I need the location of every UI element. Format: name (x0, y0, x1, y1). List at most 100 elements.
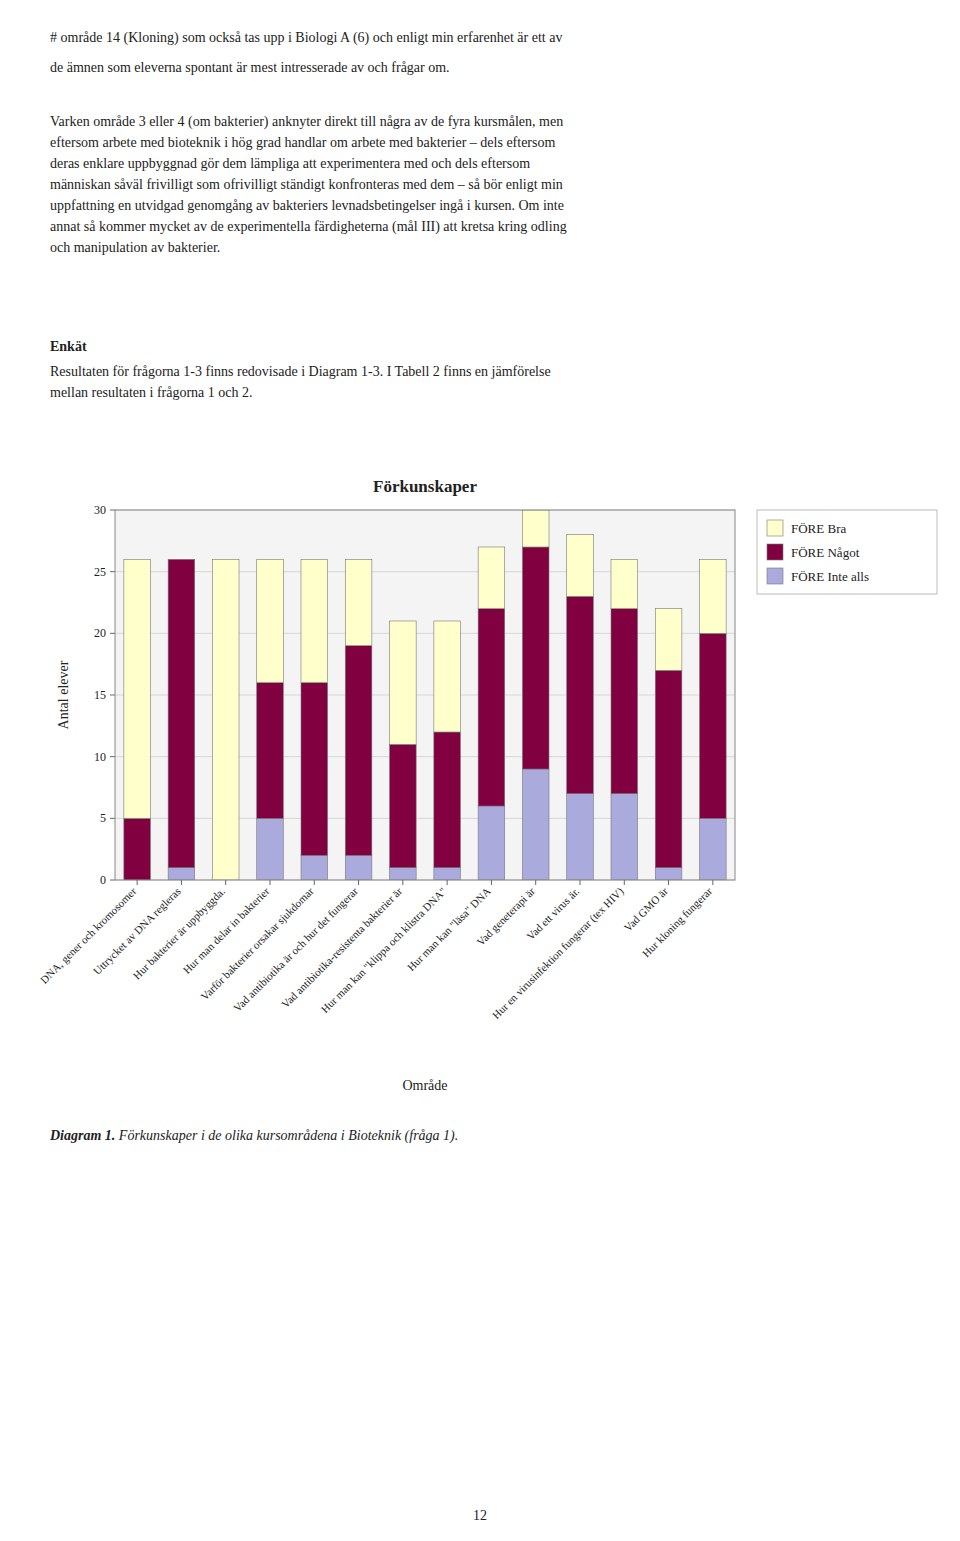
x-tick-label: Hur en virusinfektion fungerar (tex HIV) (490, 885, 627, 1022)
bar-segment (434, 732, 461, 868)
bar-segment (390, 868, 417, 880)
bar-segment (522, 769, 549, 880)
x-tick (314, 880, 315, 885)
paragraph-line: Varken område 3 eller 4 (om bakterier) a… (50, 114, 563, 130)
bar-segment (567, 794, 594, 880)
x-tick (358, 880, 359, 885)
y-tick (110, 756, 115, 757)
bar-segment (301, 559, 328, 682)
legend-frame (757, 510, 937, 594)
bar-segment (168, 559, 195, 560)
y-tick-label: 25 (94, 565, 106, 579)
x-tick-label: Hur kloning fungerar (640, 885, 715, 960)
bar-segment (345, 646, 372, 856)
x-tick (402, 880, 403, 885)
bar-segment (301, 683, 328, 856)
caption: Diagram 1. Förkunskaper i de olika kurso… (49, 1128, 458, 1144)
legend-entry: FÖRE Inte alls (791, 569, 869, 584)
bar-segment (567, 596, 594, 793)
legend-entry: FÖRE Bra (791, 521, 846, 536)
legend: FÖRE Bra FÖRE Något FÖRE Inte alls (757, 510, 937, 594)
paragraph-line: och manipulation av bakterier. (50, 240, 220, 255)
x-tick-label: Hur man delar in bakterier (180, 885, 271, 976)
bar-segment (345, 559, 372, 645)
bar-segment (611, 609, 638, 794)
bar-segment (168, 559, 195, 867)
bar-segment (700, 633, 727, 818)
bar-segment (478, 609, 505, 806)
grid-line (115, 756, 735, 757)
bar-segment (124, 559, 151, 818)
x-tick-label: Hur bakterier är uppbyggda. (131, 885, 228, 982)
y-tick-label: 0 (100, 873, 106, 887)
x-tick (624, 880, 625, 885)
x-tick (491, 880, 492, 885)
paragraph-line: människan såväl frivilligt som ofrivilli… (50, 177, 563, 192)
chart-title: Förkunskaper (373, 477, 477, 496)
text-line: # område 14 (Kloning) som också tas upp … (50, 30, 562, 46)
x-tick-label: Uttrycket av DNA regleras (91, 885, 183, 977)
grid-line (115, 571, 735, 572)
bar-segment (434, 868, 461, 880)
bar-segment (168, 868, 195, 880)
y-tick (110, 695, 115, 696)
bar-segment (257, 818, 284, 880)
chart: Förkunskaper051015202530DNA, gener och k… (38, 477, 937, 1093)
x-tick (137, 880, 138, 885)
legend-entry: FÖRE Något (791, 545, 860, 560)
x-tick-label: Hur man kan "läsa" DNA (405, 885, 493, 973)
text-line: de ämnen som eleverna spontant är mest i… (50, 60, 450, 75)
legend-swatch (767, 520, 783, 536)
page: # område 14 (Kloning) som också tas upp … (0, 0, 960, 1541)
bar-segment (522, 510, 549, 547)
bar-segment (655, 609, 682, 671)
plot-frame (115, 510, 735, 880)
y-tick-label: 5 (100, 811, 106, 825)
x-tick (535, 880, 536, 885)
bar-segment (257, 683, 284, 819)
bar-segment (522, 547, 549, 769)
y-tick (110, 818, 115, 819)
bar-segment (212, 559, 239, 880)
x-tick (225, 880, 226, 885)
heading: Enkät (50, 339, 87, 354)
grid-line (115, 818, 735, 819)
paragraph-line: eftersom arbete med bioteknik i hög grad… (50, 135, 555, 150)
bar-segment (655, 868, 682, 880)
bar-segment (390, 621, 417, 744)
y-tick (110, 571, 115, 572)
x-tick (270, 880, 271, 885)
y-tick (110, 510, 115, 511)
y-tick (110, 633, 115, 634)
x-tick (580, 880, 581, 885)
legend-swatch (767, 544, 783, 560)
y-axis-label: Antal elever (56, 660, 71, 729)
bar-segment (478, 806, 505, 880)
bar-segment (390, 744, 417, 867)
bar-segment (655, 670, 682, 867)
x-axis-label: Område (402, 1078, 447, 1093)
body-line: mellan resultaten i frågorna 1 och 2. (50, 385, 253, 400)
bar-segment (700, 818, 727, 880)
caption-bold: Diagram 1. (49, 1128, 115, 1143)
y-tick (110, 880, 115, 881)
x-tick (668, 880, 669, 885)
caption-italic: Förkunskaper i de olika kursområdena i B… (115, 1128, 458, 1144)
background (0, 0, 960, 1541)
paragraph-line: deras enklare uppbyggnad gör dem lämplig… (50, 156, 530, 171)
x-tick-label: Vad GMO är (621, 885, 670, 934)
bar-segment (611, 794, 638, 880)
grid-line (115, 633, 735, 634)
x-tick (447, 880, 448, 885)
bar-segment (124, 818, 151, 880)
x-tick (712, 880, 713, 885)
paragraph-line: annat så kommer mycket av de experimente… (50, 219, 567, 235)
x-tick (181, 880, 182, 885)
paragraph-line: uppfattning en utvidgad genomgång av bak… (50, 198, 564, 213)
legend-swatch (767, 568, 783, 584)
bar-segment (478, 547, 505, 609)
y-tick-label: 15 (94, 688, 106, 702)
bar-segment (257, 559, 284, 682)
page-number: 12 (473, 1508, 487, 1523)
bar-segment (700, 559, 727, 633)
